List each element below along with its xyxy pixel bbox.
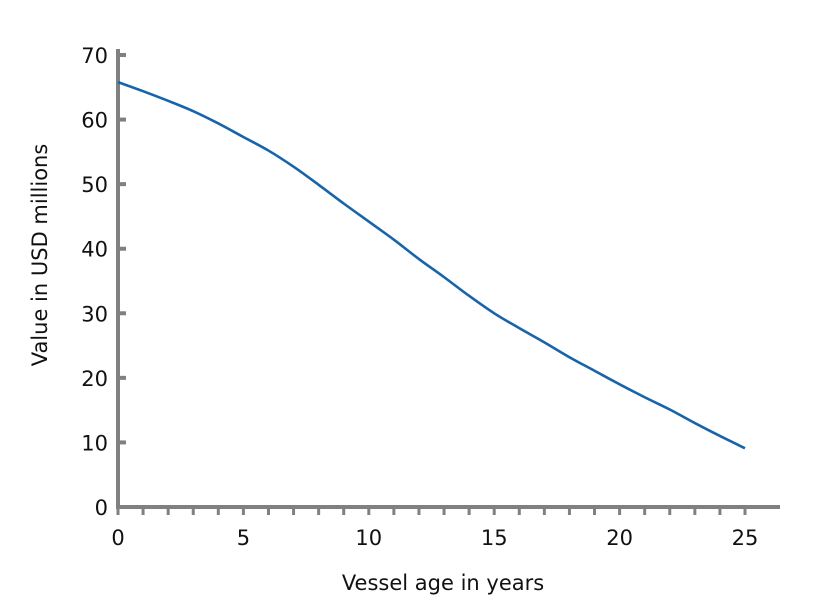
- y-tick-label: 0: [95, 496, 108, 520]
- x-tick-label: 10: [355, 526, 382, 550]
- y-tick-label: 10: [81, 431, 108, 455]
- y-axis-title: Value in USD millions: [28, 144, 52, 367]
- y-tick-label: 20: [81, 367, 108, 391]
- y-tick-label: 40: [81, 238, 108, 262]
- axes: 0 5 10 15 20 25 0 10 20 30 40 50 60 70: [81, 44, 780, 550]
- y-tick-label: 60: [81, 109, 108, 133]
- x-tick-label: 25: [732, 526, 759, 550]
- y-tick-label: 30: [81, 302, 108, 326]
- x-tick-label: 0: [111, 526, 124, 550]
- x-tick-label: 20: [606, 526, 633, 550]
- series-layer: [117, 80, 746, 450]
- series-line: [117, 80, 746, 450]
- y-tick-label: 70: [81, 44, 108, 68]
- x-axis-title: Vessel age in years: [342, 571, 544, 595]
- y-tick-label: 50: [81, 173, 108, 197]
- x-tick-label: 15: [481, 526, 508, 550]
- x-tick-label: 5: [237, 526, 250, 550]
